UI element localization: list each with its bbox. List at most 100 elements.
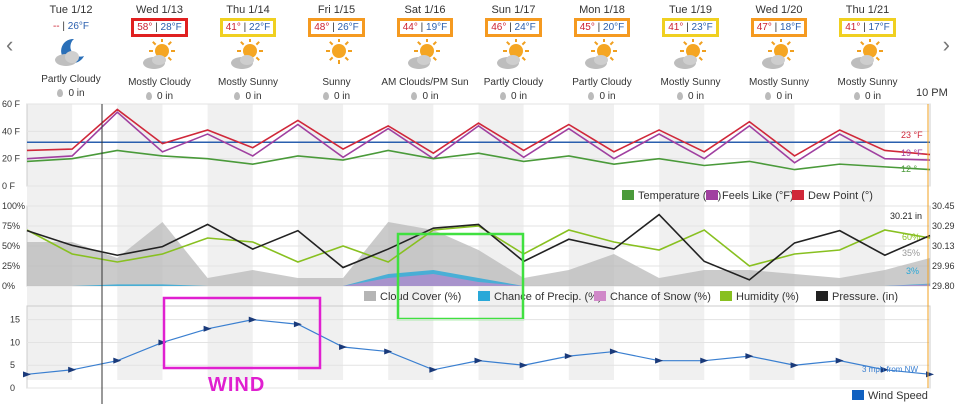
wind-arrow-icon (68, 366, 77, 373)
wind-arrow-icon (293, 321, 302, 328)
day-precip: 0 in (470, 91, 558, 102)
day-temps: 41° | 23°F (662, 18, 719, 37)
low-temp: 23°F (691, 22, 713, 33)
wind-arrow-icon (113, 357, 122, 364)
series-line (26, 149, 931, 171)
day-date: Tue 1/19 (668, 4, 712, 16)
y-tick-label-right: 29.96 (932, 261, 955, 271)
high-temp: 47° (756, 22, 772, 33)
day-column[interactable]: Tue 1/12 -- | 26°F Partly Cloudy 0 in (27, 0, 115, 100)
day-column[interactable]: Wed 1/20 47° | 18°F Mostly Sunny 0 in (735, 0, 823, 102)
raindrop-icon (145, 92, 152, 101)
day-column[interactable]: Thu 1/14 41° | 22°F Mostly Sunny 0 in (204, 0, 292, 102)
high-temp: 48° (314, 22, 330, 33)
day-column[interactable]: Sun 1/17 46° | 24°F Partly Cloudy 0 in (470, 0, 558, 102)
wind-line (26, 319, 931, 375)
wind-arrow-icon (203, 325, 212, 332)
y-tick-label-right: 30.13 (932, 241, 955, 251)
legend-swatch (792, 190, 804, 200)
raindrop-icon (853, 92, 860, 101)
wind-arrow-icon (429, 366, 438, 373)
day-date: Sun 1/17 (491, 4, 536, 16)
wind-arrow-icon (835, 357, 844, 364)
humidity-line (26, 225, 931, 267)
day-date: Thu 1/21 (845, 4, 890, 16)
y-tick-label: 25% (2, 261, 20, 271)
precip-amount: 0 in (510, 91, 528, 102)
day-column[interactable]: Fri 1/15 48° | 26°F Sunny 0 in (293, 0, 381, 102)
raindrop-icon (322, 92, 329, 101)
day-date: Thu 1/14 (226, 4, 270, 16)
raindrop-icon (411, 92, 418, 101)
night-band (27, 104, 73, 380)
legend-label: Dew Point (°) (808, 190, 873, 202)
precip-amount: 0 in (864, 91, 882, 102)
day-column[interactable]: Thu 1/21 41° | 17°F Mostly Sunny 0 in (824, 0, 912, 102)
day-condition: Partly Cloudy (483, 77, 544, 88)
legend-swatch (816, 291, 828, 301)
raindrop-icon (499, 92, 506, 101)
end-value-label: 19 °F (901, 148, 923, 158)
day-date: Mon 1/18 (579, 4, 625, 16)
low-temp: 19°F (426, 22, 448, 33)
next-arrow[interactable]: › (942, 32, 950, 57)
day-precip: 0 in (558, 91, 646, 102)
raindrop-icon (234, 92, 241, 101)
y-tick-label: 0 F (2, 181, 16, 191)
day-precip: 0 in (27, 88, 115, 99)
wind-arrow-icon (790, 362, 799, 369)
y-tick-label: 60 F (2, 99, 21, 109)
wind-arrow-icon (158, 339, 167, 346)
day-precip: 0 in (204, 91, 292, 102)
legend-label: Feels Like (°F) (722, 190, 794, 202)
day-column[interactable]: Sat 1/16 44° | 19°F AM Clouds/PM Sun 0 i… (381, 0, 469, 102)
night-band (839, 104, 885, 380)
prev-arrow[interactable]: ‹ (6, 32, 14, 57)
annotation-wind: WIND (208, 374, 266, 396)
day-column[interactable]: Tue 1/19 41° | 23°F Mostly Sunny 0 in (647, 0, 735, 102)
y-tick-label-right: 30.29 (932, 221, 955, 231)
night-band (749, 104, 795, 380)
legend-swatch (622, 190, 634, 200)
day-column[interactable]: Mon 1/18 45° | 20°F Partly Cloudy 0 in (558, 0, 646, 102)
wind-arrow-icon (339, 344, 348, 350)
precip-amount: 0 in (422, 91, 439, 102)
end-value-label: 30.21 in (890, 211, 922, 221)
day-condition: AM Clouds/PM Sun (381, 77, 469, 88)
sun-cloud-icon (470, 38, 558, 76)
low-temp: 18°F (780, 22, 802, 33)
night-band (568, 104, 614, 380)
wind-arrow-icon (880, 366, 889, 373)
end-value-label: 60% (902, 232, 920, 242)
wind-arrow-icon (700, 357, 709, 364)
day-column[interactable]: Wed 1/13 58° | 28°F Mostly Cloudy 0 in (116, 0, 204, 102)
moon-cloud-icon (27, 36, 115, 73)
end-value-label: 23 °F (901, 130, 923, 140)
cloud-cover-area (27, 222, 930, 286)
y-tick-label: 50% (2, 241, 20, 251)
day-condition: Mostly Sunny (837, 77, 898, 88)
precip-amount: 0 in (156, 91, 174, 102)
legend-label: Humidity (%) (736, 291, 799, 303)
y-tick-label: 0 (10, 383, 15, 393)
y-tick-label: 0% (2, 281, 15, 291)
day-condition: Partly Cloudy (41, 74, 101, 85)
sun-cloud-icon (116, 38, 204, 76)
y-tick-label: 40 F (2, 126, 21, 136)
precip-amount: 0 in (245, 91, 262, 102)
end-value-label: 12 ° (901, 164, 918, 174)
day-temps: 44° | 19°F (396, 18, 454, 37)
day-date: Wed 1/20 (755, 4, 803, 16)
low-temp: 28°F (160, 22, 182, 33)
wind-arrow-icon (564, 353, 573, 360)
wind-arrow-icon (384, 348, 393, 355)
day-date: Tue 1/12 (49, 4, 93, 16)
sun-cloud-icon (824, 38, 912, 76)
raindrop-icon (588, 92, 595, 101)
day-precip: 0 in (381, 91, 469, 102)
raindrop-icon (57, 89, 64, 98)
low-temp: 17°F (868, 22, 890, 33)
y-tick-label: 5 (10, 360, 15, 370)
precip-area (27, 270, 930, 286)
high-temp: 41° (668, 22, 684, 33)
